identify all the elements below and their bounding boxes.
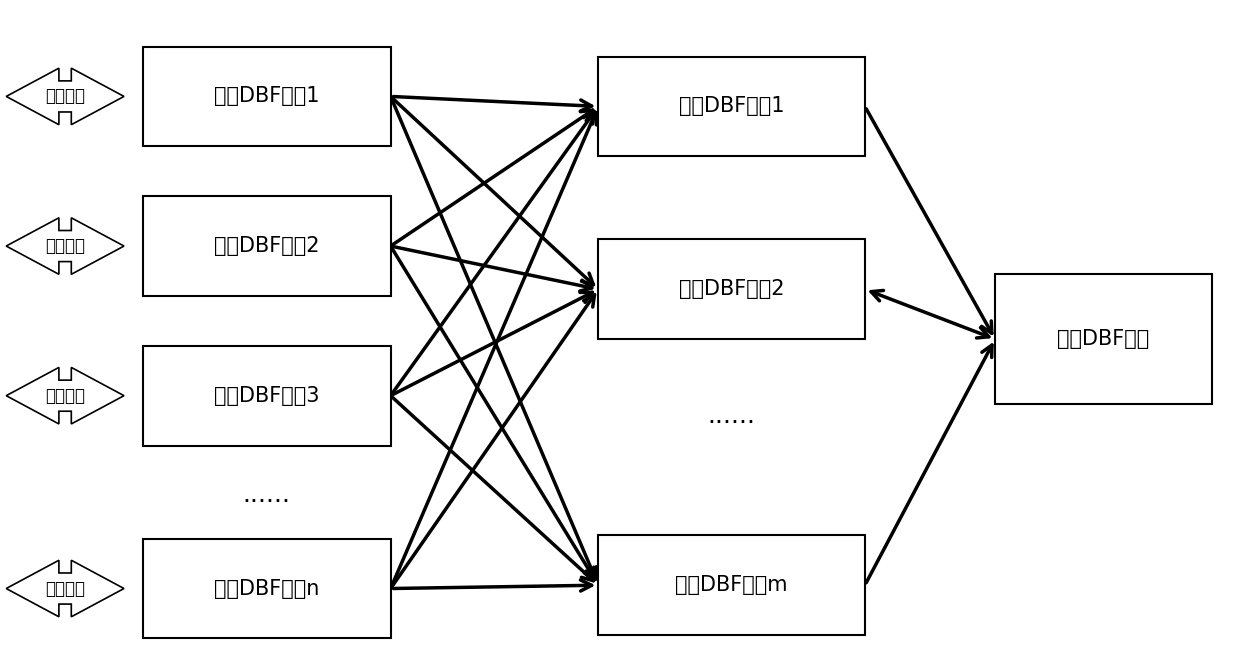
FancyBboxPatch shape [143, 47, 391, 146]
FancyBboxPatch shape [143, 346, 391, 446]
FancyBboxPatch shape [598, 57, 866, 156]
Text: 初级DBF模块3: 初级DBF模块3 [213, 386, 320, 406]
Text: ......: ...... [708, 404, 755, 428]
Text: 数字信号: 数字信号 [45, 579, 86, 598]
Text: 末级DBF模块: 末级DBF模块 [1058, 329, 1149, 349]
FancyBboxPatch shape [143, 196, 391, 296]
FancyBboxPatch shape [994, 275, 1213, 404]
FancyBboxPatch shape [143, 539, 391, 638]
Text: 数字信号: 数字信号 [45, 87, 86, 106]
FancyBboxPatch shape [598, 239, 866, 339]
Text: 初级DBF模块n: 初级DBF模块n [215, 579, 319, 598]
FancyBboxPatch shape [598, 535, 866, 635]
Text: ......: ...... [243, 483, 290, 507]
Text: 次级DBF模块m: 次级DBF模块m [676, 575, 787, 595]
Polygon shape [6, 68, 124, 125]
Text: 次级DBF模块1: 次级DBF模块1 [678, 96, 785, 116]
Text: 数字信号: 数字信号 [45, 386, 86, 405]
Polygon shape [6, 218, 124, 274]
Polygon shape [6, 560, 124, 617]
Polygon shape [6, 367, 124, 424]
Text: 次级DBF模块2: 次级DBF模块2 [678, 279, 785, 299]
Text: 初级DBF模块1: 初级DBF模块1 [213, 86, 320, 106]
Text: 初级DBF模块2: 初级DBF模块2 [213, 236, 320, 256]
Text: 数字信号: 数字信号 [45, 237, 86, 255]
